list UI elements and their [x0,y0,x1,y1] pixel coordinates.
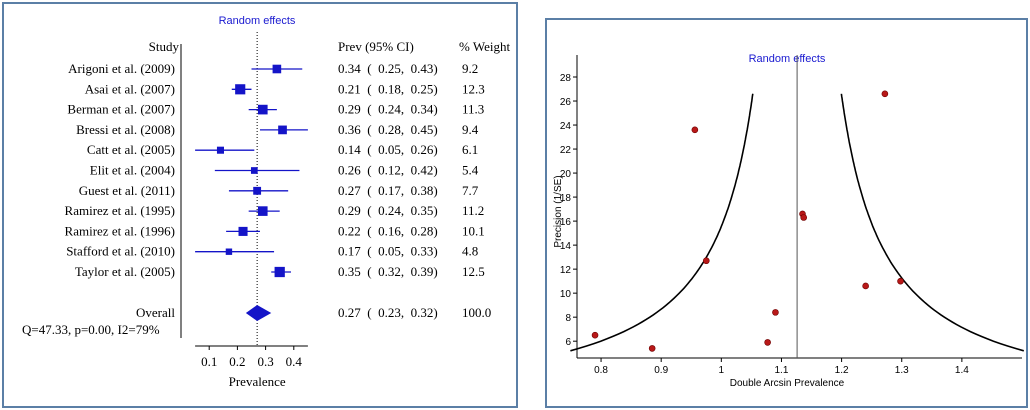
study-weight: 9.4 [462,122,479,137]
study-estimate: 0.27 ( 0.17, 0.38) [338,183,438,198]
y-tick-label: 14 [560,241,572,252]
heterogeneity-stats: Q=47.33, p=0.00, I2=79% [22,322,160,337]
study-weight: 11.2 [462,203,484,218]
column-header-weight: % Weight [459,39,510,54]
funnel-right-curve [840,93,1025,352]
overall-label: Overall [136,305,175,320]
study-label: Berman et al. (2007) [67,102,175,117]
study-estimate: 0.26 ( 0.12, 0.42) [338,163,438,178]
overall-diamond [245,305,272,321]
study-estimate: 0.14 ( 0.05, 0.26) [338,142,438,157]
overall-weight: 100.0 [462,305,491,320]
x-tick-label: 1.2 [835,365,849,376]
study-point [862,282,869,290]
study-estimate: 0.35 ( 0.32, 0.39) [338,264,438,279]
forest-plot-panel: Random effects Study Prev (95% CI) % Weight… [2,2,518,408]
y-tick-label: 8 [565,313,571,324]
study-weight: 12.3 [462,81,485,96]
study-estimate: 0.22 ( 0.16, 0.28) [338,223,438,238]
study-marker [238,226,248,236]
x-tick-label: 1.3 [895,365,909,376]
y-axis-label: Precision (1/SE) [553,175,564,247]
study-label: Guest et al. (2011) [79,183,175,198]
y-tick-label: 18 [560,193,572,204]
study-weight: 6.1 [462,142,478,157]
study-label: Ramirez et al. (1996) [65,223,175,238]
forest-plot: Random effects Study Prev (95% CI) % Weight… [22,15,510,389]
study-marker [225,248,233,255]
x-tick-label: 0.9 [654,365,668,376]
study-label: Ramirez et al. (1995) [65,203,175,218]
x-tick-label: 0.4 [286,354,303,369]
study-label: Elit et al. (2004) [90,163,175,178]
y-tick-label: 20 [560,169,572,180]
study-estimate: 0.36 ( 0.28, 0.45) [338,122,438,137]
study-point [772,309,779,316]
study-label: Arigoni et al. (2009) [68,61,175,76]
study-marker [257,104,268,115]
x-tick-label: 1 [719,365,725,376]
study-label: Stafford et al. (2010) [66,244,175,259]
study-point [691,126,699,134]
funnel-plot: Random effects 6 8 10 12 14 16 18 20 22 24 26 28 0.8 0… [553,53,1025,389]
study-marker [257,206,268,216]
study-weight: 9.2 [462,61,478,76]
column-header-estimate: Prev (95% CI) [338,39,414,54]
funnel-plot-panel: Random effects 6 8 10 12 14 16 18 20 22 24 26 28 0.8 0… [545,18,1028,408]
study-point [897,277,904,285]
y-tick-label: 28 [560,73,572,84]
study-point [764,339,771,346]
study-marker [278,125,287,135]
column-header-study: Study [149,39,180,54]
x-tick-label: 0.2 [229,354,245,369]
study-weight: 11.3 [462,102,484,117]
study-label: Asai et al. (2007) [85,81,175,96]
overall-estimate: 0.27 ( 0.23, 0.32) [338,305,438,320]
study-point [702,257,710,265]
funnel-left-curve [570,93,754,352]
study-weight: 10.1 [462,223,485,238]
x-tick-label: 1.1 [775,365,789,376]
study-label: Taylor et al. (2005) [75,264,175,279]
study-weight: 4.8 [462,244,478,259]
study-marker [250,167,258,174]
x-axis-label: Double Arcsin Prevalence [730,378,845,389]
study-estimate: 0.34 ( 0.25, 0.43) [338,61,438,76]
study-point [881,90,889,98]
study-point [591,331,599,339]
study-marker [253,186,262,195]
study-marker [272,64,282,74]
y-tick-label: 12 [560,265,572,276]
x-tick-label: 0.3 [257,354,273,369]
y-tick-label: 24 [560,121,572,132]
x-tick-label: 1.4 [955,365,969,376]
study-label: Bressi et al. (2008) [76,122,175,137]
chart-title: Random effects [219,15,296,27]
study-marker [235,84,246,95]
chart-title: Random effects [749,53,826,65]
y-tick-label: 16 [560,217,572,228]
study-label: Catt et al. (2005) [87,142,175,157]
x-tick-label: 0.1 [201,354,217,369]
study-marker [216,146,225,154]
study-weight: 5.4 [462,163,479,178]
y-tick-label: 6 [565,337,571,348]
y-tick-label: 22 [560,145,572,156]
study-weight: 12.5 [462,264,485,279]
study-estimate: 0.29 ( 0.24, 0.34) [338,102,438,117]
x-axis-label: Prevalence [229,374,286,389]
x-tick-label: 0.8 [594,365,608,376]
study-estimate: 0.21 ( 0.18, 0.25) [338,81,438,96]
study-point [800,214,808,221]
study-weight: 7.7 [462,183,479,198]
study-estimate: 0.29 ( 0.24, 0.35) [338,203,438,218]
study-estimate: 0.17 ( 0.05, 0.33) [338,244,438,259]
y-tick-label: 26 [560,97,572,108]
y-tick-label: 10 [560,289,572,300]
study-marker [274,266,285,278]
study-point [648,345,656,352]
